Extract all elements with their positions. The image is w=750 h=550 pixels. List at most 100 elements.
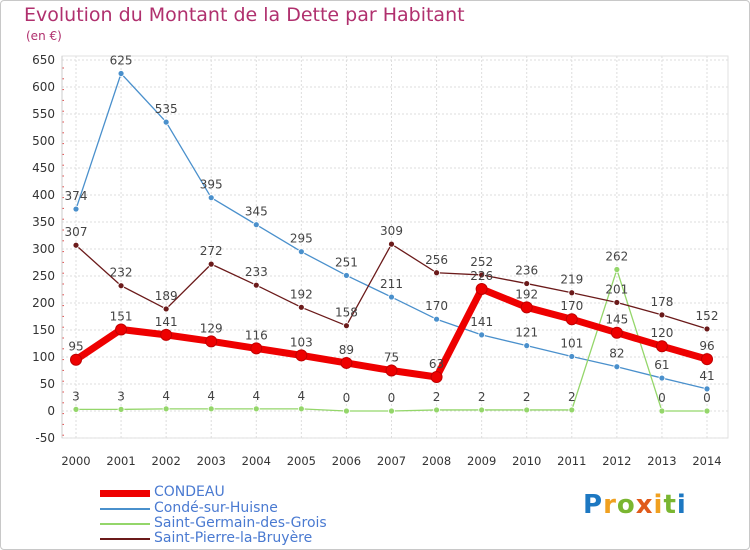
- data-label: 201: [605, 282, 628, 296]
- y-tick-label: 250: [32, 269, 55, 283]
- data-label: 96: [699, 339, 714, 353]
- data-label: 116: [245, 328, 268, 342]
- data-label: 374: [65, 189, 88, 203]
- data-point: [343, 407, 350, 415]
- data-label: 262: [605, 250, 628, 264]
- data-point: [478, 331, 486, 339]
- data-label: 0: [658, 391, 666, 405]
- data-point: [430, 370, 443, 383]
- data-label: 219: [560, 273, 583, 287]
- x-tick-label: 2007: [377, 454, 406, 468]
- x-tick-label: 2012: [602, 454, 631, 468]
- data-label: 89: [339, 343, 354, 357]
- data-point: [568, 353, 576, 360]
- y-tick-label: 500: [32, 134, 55, 148]
- y-tick-label: 300: [32, 242, 55, 256]
- data-point: [613, 299, 621, 306]
- data-label: 295: [290, 232, 313, 246]
- data-label: 236: [515, 264, 538, 278]
- data-point: [295, 349, 308, 362]
- data-label: 256: [425, 253, 448, 267]
- data-label: 158: [335, 306, 358, 320]
- data-label: 4: [162, 389, 170, 403]
- data-point: [205, 335, 218, 348]
- data-point: [297, 405, 305, 413]
- y-tick-label: -50: [35, 431, 55, 445]
- data-label: 252: [470, 255, 493, 269]
- legend-swatch: [100, 538, 150, 540]
- data-label: 0: [343, 391, 351, 405]
- data-point: [703, 385, 711, 393]
- x-tick-label: 2006: [332, 454, 361, 468]
- data-label: 41: [699, 369, 714, 383]
- data-point: [297, 303, 305, 311]
- x-tick-label: 2004: [242, 454, 271, 468]
- data-point: [523, 342, 531, 350]
- data-label: 251: [335, 255, 358, 269]
- data-label: 141: [470, 315, 493, 329]
- data-point: [385, 364, 398, 377]
- x-tick-label: 2011: [557, 454, 586, 468]
- legend-label: Saint-Pierre-la-Bruyère: [154, 530, 313, 546]
- data-point: [340, 356, 353, 369]
- grid: [61, 55, 729, 439]
- data-point: [568, 406, 576, 414]
- data-label: 151: [110, 309, 133, 323]
- data-point: [250, 342, 263, 355]
- data-point: [568, 289, 576, 297]
- data-label: 309: [380, 224, 403, 238]
- chart-title: Evolution du Montant de la Dette par Hab…: [24, 4, 465, 26]
- x-tick-label: 2010: [512, 454, 541, 468]
- data-point: [613, 266, 621, 273]
- data-label: 178: [650, 295, 673, 309]
- data-point: [613, 363, 621, 371]
- y-tick-label: 50: [40, 377, 55, 391]
- data-label: 170: [560, 299, 583, 313]
- data-label: 101: [560, 336, 583, 350]
- series: [70, 70, 713, 415]
- data-point: [207, 405, 215, 413]
- data-label: 395: [200, 178, 223, 192]
- data-point: [252, 405, 260, 413]
- x-tick-label: 2000: [61, 454, 90, 468]
- data-point: [703, 325, 711, 333]
- data-point: [207, 194, 215, 202]
- x-tick-label: 2005: [287, 454, 316, 468]
- data-label: 120: [650, 326, 673, 340]
- data-point: [117, 405, 125, 413]
- data-point: [565, 313, 578, 326]
- data-point: [658, 407, 666, 415]
- data-point: [117, 70, 125, 77]
- y-tick-label: 600: [32, 80, 55, 94]
- data-point: [478, 271, 486, 279]
- proxiti-logo: Proxiti: [583, 490, 687, 520]
- data-label: 272: [200, 244, 223, 258]
- legend-label: CONDEAU: [154, 484, 225, 500]
- data-point: [703, 407, 711, 415]
- data-label: 121: [515, 326, 538, 340]
- legend-swatch: [100, 508, 150, 510]
- data-label: 82: [609, 347, 624, 361]
- data-point: [475, 282, 488, 295]
- data-labels: 95 151 141 129 116 103 89 75 63 226 192 170 145 120 96…: [65, 54, 719, 406]
- chart-subtitle: (en €): [26, 29, 62, 43]
- data-label: 2: [568, 390, 576, 404]
- data-label: 4: [252, 389, 260, 403]
- y-tick-label: 350: [32, 215, 55, 229]
- data-point: [658, 374, 666, 382]
- x-tick-label: 2003: [197, 454, 226, 468]
- data-label: 0: [703, 391, 711, 405]
- data-label: 3: [72, 389, 80, 403]
- y-tick-label: 0: [47, 404, 55, 418]
- data-point: [388, 240, 395, 248]
- data-label: 2: [478, 390, 486, 404]
- legend-label: Saint-Germain-des-Grois: [154, 515, 327, 531]
- data-label: 63: [429, 357, 444, 371]
- data-point: [478, 406, 486, 414]
- data-label: 4: [298, 389, 306, 403]
- data-point: [72, 205, 80, 213]
- data-label: 535: [155, 102, 178, 116]
- y-tick-label: 650: [32, 53, 55, 67]
- data-point: [252, 221, 260, 229]
